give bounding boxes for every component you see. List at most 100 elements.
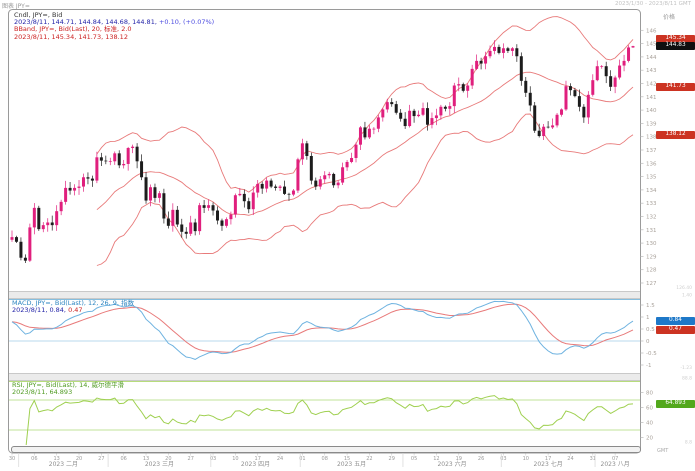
macd-signal-badge: 0.47 [656, 326, 695, 334]
svg-text:130: 130 [646, 241, 657, 247]
svg-text:22: 22 [366, 456, 372, 462]
svg-text:2023 五月: 2023 五月 [337, 461, 366, 468]
svg-text:24: 24 [277, 456, 283, 462]
svg-text:03: 03 [210, 456, 216, 462]
svg-text:15: 15 [344, 456, 350, 462]
svg-text:-1.23: -1.23 [680, 365, 692, 371]
svg-text:20: 20 [646, 436, 653, 442]
svg-text:60: 60 [646, 406, 653, 412]
ohlc-values: 2023/8/11, 144.71, 144.84, 144.68, 144.8… [14, 18, 159, 27]
svg-text:80: 80 [646, 391, 653, 397]
rsi-value-badge: 64.893 [656, 400, 695, 408]
pane-divider-handle[interactable] [9, 291, 640, 299]
svg-text:146: 146 [646, 28, 657, 34]
svg-text:40: 40 [646, 421, 653, 427]
price-legend: Cndl, JPY=, Bid 2023/8/11, 144.71, 144.8… [14, 11, 215, 41]
gmt-label: GMT [657, 448, 669, 454]
svg-text:127: 127 [646, 281, 657, 287]
svg-text:2023 六月: 2023 六月 [437, 460, 466, 468]
svg-text:17: 17 [545, 456, 551, 462]
svg-text:-0.5: -0.5 [646, 351, 657, 357]
svg-text:27: 27 [188, 456, 194, 462]
macd-signal-value: 0.47 [68, 306, 83, 315]
svg-text:07: 07 [612, 456, 618, 462]
svg-text:0.5: 0.5 [646, 327, 655, 333]
svg-text:06: 06 [121, 456, 127, 462]
bband-label: BBand, JPY=, Bid(Last), 20, 标准, 2.0 [14, 25, 132, 34]
svg-text:29: 29 [389, 456, 395, 462]
svg-text:2023 三月: 2023 三月 [145, 461, 174, 468]
svg-text:20: 20 [165, 456, 171, 462]
svg-text:140: 140 [646, 108, 657, 114]
macd-value-badge: 0.84 [656, 317, 695, 325]
svg-text:137: 137 [646, 148, 657, 154]
svg-text:19: 19 [456, 456, 462, 462]
svg-text:134: 134 [646, 188, 657, 194]
svg-text:08: 08 [322, 456, 328, 462]
svg-text:0: 0 [646, 339, 650, 345]
svg-text:128: 128 [646, 268, 657, 274]
time-axis[interactable] [9, 453, 640, 471]
svg-text:129: 129 [646, 254, 657, 260]
svg-text:1.5: 1.5 [646, 303, 655, 309]
rsi-legend: RSI, JPY=, Bid(Last), 14, 威尔德平滑 2023/8/1… [12, 381, 124, 397]
svg-text:133: 133 [646, 201, 657, 207]
svg-text:30: 30 [9, 456, 15, 462]
svg-text:13: 13 [143, 456, 149, 462]
svg-text:03: 03 [500, 456, 506, 462]
svg-text:2023 七月: 2023 七月 [534, 460, 563, 468]
svg-text:8.8: 8.8 [685, 440, 692, 446]
last-price-badge: 144.83 [656, 42, 695, 50]
bollinger-mid-badge: 141.73 [656, 83, 695, 91]
rsi-values: 2023/8/11, 64.893 [12, 388, 73, 397]
svg-text:135: 135 [646, 175, 657, 181]
rsi-series [25, 395, 634, 445]
svg-text:24: 24 [567, 456, 573, 462]
change-values: +0.10, (+0.07%) [158, 18, 215, 27]
bband-values: 2023/8/11, 145.34, 141.73, 138.12 [14, 32, 128, 41]
svg-text:1.40: 1.40 [682, 293, 692, 299]
svg-text:2023 四月: 2023 四月 [241, 461, 270, 468]
candlestick-series [10, 40, 635, 263]
bollinger-upper-badge: 145.34 [656, 35, 695, 43]
svg-text:142: 142 [646, 82, 657, 88]
svg-text:27: 27 [98, 456, 104, 462]
macd-values: 2023/8/11, 0.84, [12, 306, 69, 315]
svg-text:06: 06 [31, 456, 37, 462]
price-axis-title: 价格 [663, 14, 676, 21]
svg-text:139: 139 [646, 121, 657, 127]
bollinger-lower-badge: 138.12 [656, 131, 695, 139]
svg-text:136: 136 [646, 161, 657, 167]
chart-frame [8, 9, 641, 454]
window-title: 图表 JPY= [2, 3, 30, 10]
price-pane[interactable] [9, 10, 640, 291]
svg-text:13: 13 [53, 456, 59, 462]
svg-text:141: 141 [646, 95, 657, 101]
rsi-label: RSI, JPY=, Bid(Last), 14, 威尔德平滑 [12, 381, 124, 389]
svg-text:145: 145 [646, 42, 657, 48]
svg-text:26: 26 [478, 456, 484, 462]
svg-text:05: 05 [411, 456, 417, 462]
svg-text:17: 17 [255, 456, 261, 462]
svg-text:144: 144 [646, 55, 657, 61]
series-label: Cndl, JPY=, Bid [14, 11, 63, 19]
svg-text:01: 01 [299, 456, 305, 462]
macd-label: MACD, JPY=, Bid(Last), 12, 26, 9, 指数 [12, 299, 135, 307]
svg-text:2023 八月: 2023 八月 [601, 461, 630, 468]
macd-legend: MACD, JPY=, Bid(Last), 12, 26, 9, 指数 202… [12, 299, 135, 315]
svg-text:138: 138 [646, 135, 657, 141]
svg-text:12: 12 [433, 456, 439, 462]
svg-text:10: 10 [523, 456, 529, 462]
svg-text:2023 二月: 2023 二月 [49, 461, 78, 468]
svg-text:31: 31 [590, 456, 596, 462]
date-range-label: 2023/1/30 - 2023/8/11 GMT [615, 1, 691, 7]
time-scrollbar[interactable] [11, 446, 641, 453]
svg-text:126.40: 126.40 [676, 285, 692, 291]
price-axis[interactable] [641, 10, 695, 445]
pane-divider-handle[interactable] [9, 373, 640, 381]
svg-text:10: 10 [232, 456, 238, 462]
svg-text:88.8: 88.8 [682, 376, 692, 382]
macd-series [11, 300, 634, 360]
svg-text:20: 20 [76, 456, 82, 462]
